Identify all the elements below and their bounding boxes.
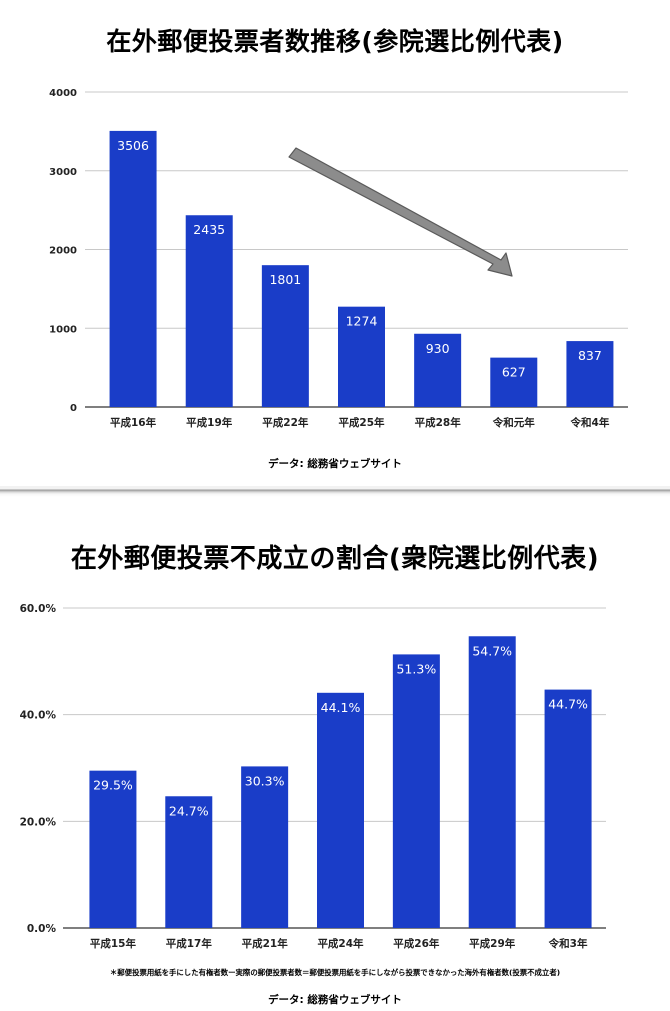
data-label: 24.7% [169,803,209,818]
x-tick-label: 令和3年 [548,937,588,950]
chart-panel-voters: 在外郵便投票者数推移(参院選比例代表) 0 1000 2000 3000 4000 350… [0,0,670,486]
bar [392,654,440,928]
x-tick-label: 平成24年 [317,937,364,950]
voters-bar-chart: 0 1000 2000 3000 4000 3506 平成16年 2435 平成19年 1801 平… [49,88,628,429]
y-tick-label: 0.0% [27,923,57,935]
data-label: 44.1% [321,700,361,715]
data-label: 627 [502,365,526,380]
data-label: 44.7% [548,697,588,712]
data-label: 29.5% [93,778,133,793]
x-tick-label: 平成16年 [110,416,157,429]
chart-panel-failure-rate: 在外郵便投票不成立の割合(衆院選比例代表) 0.0% 20.0% 40.0% 60.0… [0,497,670,1011]
y-tick-label: 20.0% [20,816,57,828]
data-label: 2435 [193,222,225,237]
data-label: 930 [426,341,450,356]
x-tick-label: 平成15年 [90,937,137,950]
bar [490,357,538,407]
x-tick-label: 平成28年 [415,416,462,429]
data-label: 1801 [269,272,301,287]
data-label: 51.3% [396,661,436,676]
panel-divider [0,486,670,497]
data-label: 54.7% [472,643,512,658]
bar [89,770,137,928]
bar [566,341,614,407]
y-tick-label: 2000 [49,246,77,257]
y-tick-label: 60.0% [20,603,57,615]
bar [241,766,289,928]
x-tick-label: 平成22年 [262,416,309,429]
x-tick-label: 令和元年 [492,416,535,429]
bar [468,636,516,928]
bar [109,130,157,407]
y-tick-label: 40.0% [20,710,57,722]
chart-title: 在外郵便投票不成立の割合(衆院選比例代表) [70,544,600,574]
data-label: 837 [578,348,602,363]
chart-title: 在外郵便投票者数推移(参院選比例代表) [106,27,564,56]
bar [338,306,385,407]
bar [165,796,213,928]
x-tick-label: 令和4年 [570,416,610,429]
bar [185,215,233,407]
x-tick-label: 平成21年 [242,937,289,950]
x-tick-label: 平成26年 [393,937,440,950]
x-tick-label: 平成25年 [338,416,385,429]
chart-source: データ: 総務省ウェブサイト [268,994,402,1006]
x-tick-label: 平成29年 [469,937,516,950]
failure-rate-bar-chart: 0.0% 20.0% 40.0% 60.0% 29.5% 平成15年 24.7% 平成17年 3… [20,603,606,950]
data-label: 1274 [346,314,378,329]
bar [414,333,462,407]
y-tick-label: 3000 [49,167,77,178]
data-label: 3506 [117,138,149,153]
trend-arrow-icon [288,147,513,277]
x-tick-label: 平成17年 [166,937,213,950]
y-tick-label: 4000 [49,88,77,99]
chart-footnote: ＊郵便投票用紙を手にした有権者数ー実際の郵便投票者数＝郵便投票用紙を手にしながら… [109,968,561,977]
data-label: 30.3% [245,773,285,788]
bar [317,692,364,928]
bar [261,265,309,407]
y-tick-label: 0 [70,403,77,414]
y-tick-label: 1000 [49,324,77,335]
x-tick-label: 平成19年 [186,416,233,429]
chart-source: データ: 総務省ウェブサイト [268,458,402,470]
bar [544,689,592,928]
